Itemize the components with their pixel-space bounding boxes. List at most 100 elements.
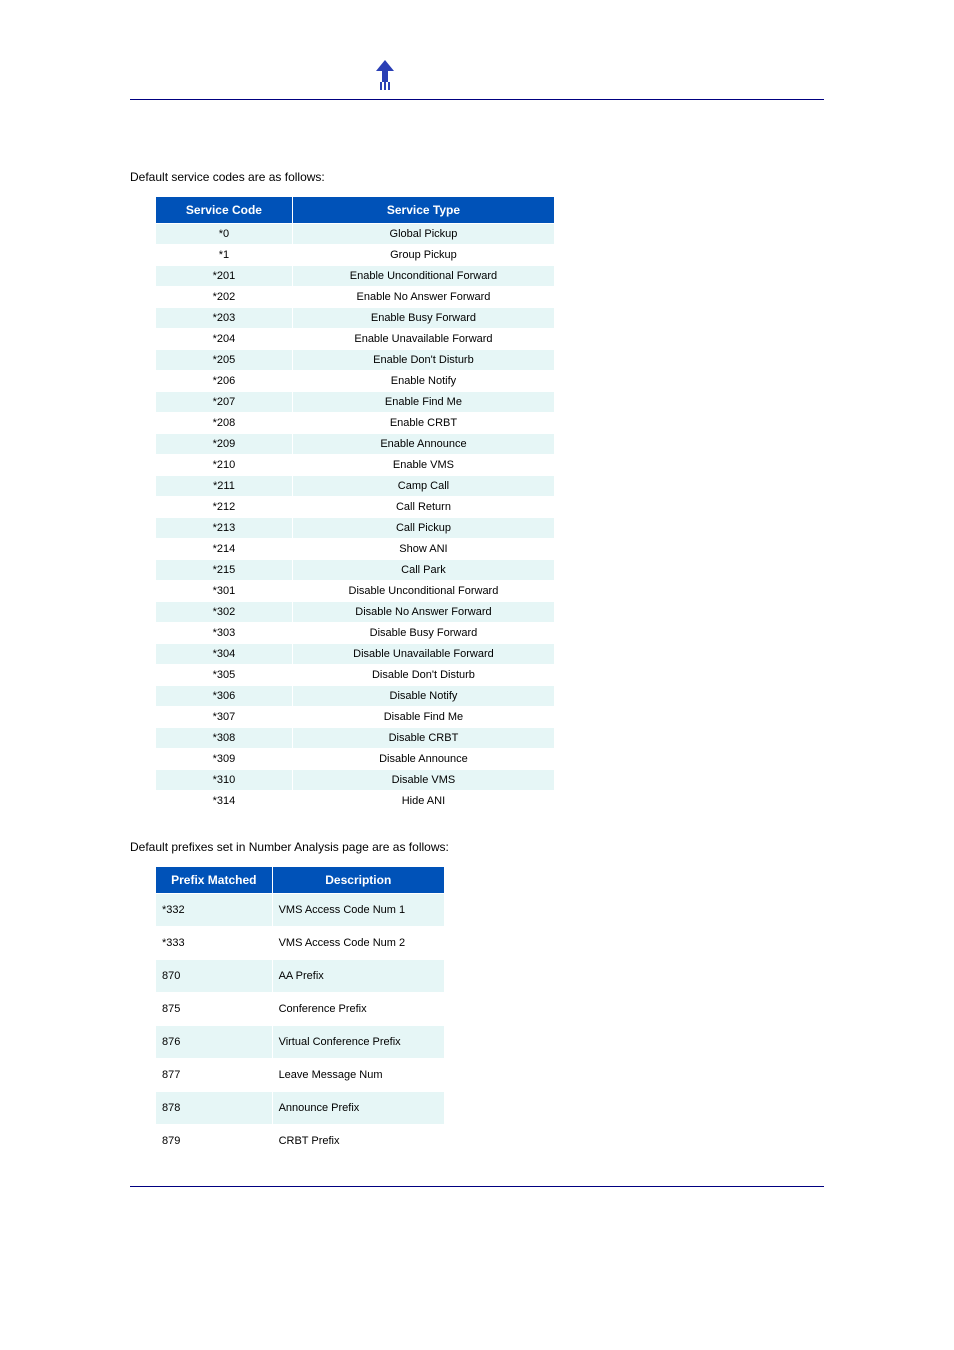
- cell-prefix: *333: [156, 927, 273, 960]
- cell-service-code: *203: [156, 308, 293, 329]
- cell-description: Leave Message Num: [272, 1059, 444, 1092]
- cell-service-type: Global Pickup: [292, 224, 554, 245]
- table-row: *304Disable Unavailable Forward: [156, 644, 555, 665]
- cell-service-code: *304: [156, 644, 293, 665]
- table-row: *205Enable Don't Disturb: [156, 350, 555, 371]
- cell-service-code: *0: [156, 224, 293, 245]
- table-row: *310Disable VMS: [156, 770, 555, 791]
- cell-service-code: *309: [156, 749, 293, 770]
- cell-service-type: Disable VMS: [292, 770, 554, 791]
- cell-service-code: *210: [156, 455, 293, 476]
- cell-prefix: 879: [156, 1125, 273, 1158]
- service-code-table: Service Code Service Type *0Global Picku…: [155, 196, 555, 812]
- cell-service-code: *201: [156, 266, 293, 287]
- table-row: 875Conference Prefix: [156, 993, 445, 1026]
- cell-prefix: 878: [156, 1092, 273, 1125]
- cell-service-code: *204: [156, 329, 293, 350]
- table-row: *201Enable Unconditional Forward: [156, 266, 555, 287]
- table-row: 870AA Prefix: [156, 960, 445, 993]
- cell-service-type: Enable No Answer Forward: [292, 287, 554, 308]
- table-row: *203Enable Busy Forward: [156, 308, 555, 329]
- table-row: *314Hide ANI: [156, 791, 555, 812]
- col-service-type: Service Type: [292, 197, 554, 224]
- cell-service-type: Enable Announce: [292, 434, 554, 455]
- col-service-code: Service Code: [156, 197, 293, 224]
- cell-service-code: *301: [156, 581, 293, 602]
- col-description: Description: [272, 867, 444, 894]
- table-row: *210Enable VMS: [156, 455, 555, 476]
- table-row: *333VMS Access Code Num 2: [156, 927, 445, 960]
- cell-service-code: *308: [156, 728, 293, 749]
- cell-service-type: Show ANI: [292, 539, 554, 560]
- cell-service-type: Enable Busy Forward: [292, 308, 554, 329]
- cell-service-code: *306: [156, 686, 293, 707]
- cell-description: VMS Access Code Num 1: [272, 894, 444, 927]
- cell-service-code: *213: [156, 518, 293, 539]
- table-row: *0Global Pickup: [156, 224, 555, 245]
- table-row: *307Disable Find Me: [156, 707, 555, 728]
- cell-prefix: 870: [156, 960, 273, 993]
- table-row: *1Group Pickup: [156, 245, 555, 266]
- cell-description: VMS Access Code Num 2: [272, 927, 444, 960]
- table-row: *209Enable Announce: [156, 434, 555, 455]
- cell-service-code: *314: [156, 791, 293, 812]
- cell-service-type: Enable VMS: [292, 455, 554, 476]
- cell-service-code: *307: [156, 707, 293, 728]
- cell-service-type: Disable No Answer Forward: [292, 602, 554, 623]
- cell-service-type: Disable Unavailable Forward: [292, 644, 554, 665]
- cell-description: AA Prefix: [272, 960, 444, 993]
- table-row: *332VMS Access Code Num 1: [156, 894, 445, 927]
- intro-text-2: Default prefixes set in Number Analysis …: [130, 840, 824, 854]
- cell-service-code: *305: [156, 665, 293, 686]
- cell-service-type: Disable Unconditional Forward: [292, 581, 554, 602]
- cell-service-type: Call Return: [292, 497, 554, 518]
- cell-service-type: Enable Unconditional Forward: [292, 266, 554, 287]
- table-row: *207Enable Find Me: [156, 392, 555, 413]
- cell-service-type: Camp Call: [292, 476, 554, 497]
- cell-service-code: *205: [156, 350, 293, 371]
- cell-service-code: *211: [156, 476, 293, 497]
- logo-icon: [370, 60, 400, 94]
- cell-service-code: *214: [156, 539, 293, 560]
- cell-service-type: Enable Don't Disturb: [292, 350, 554, 371]
- intro-text-1: Default service codes are as follows:: [130, 170, 824, 184]
- table-row: *208Enable CRBT: [156, 413, 555, 434]
- cell-service-type: Enable Notify: [292, 371, 554, 392]
- table-row: *302Disable No Answer Forward: [156, 602, 555, 623]
- table-row: *303Disable Busy Forward: [156, 623, 555, 644]
- table-row: *214Show ANI: [156, 539, 555, 560]
- cell-service-type: Enable CRBT: [292, 413, 554, 434]
- cell-service-type: Disable Notify: [292, 686, 554, 707]
- table-row: *202Enable No Answer Forward: [156, 287, 555, 308]
- cell-prefix: 876: [156, 1026, 273, 1059]
- cell-service-code: *202: [156, 287, 293, 308]
- table-row: *213Call Pickup: [156, 518, 555, 539]
- cell-service-type: Call Park: [292, 560, 554, 581]
- cell-prefix: 875: [156, 993, 273, 1026]
- table-row: 879CRBT Prefix: [156, 1125, 445, 1158]
- cell-service-code: *303: [156, 623, 293, 644]
- table-row: *206Enable Notify: [156, 371, 555, 392]
- table-row: *308Disable CRBT: [156, 728, 555, 749]
- cell-service-code: *212: [156, 497, 293, 518]
- cell-service-type: Enable Unavailable Forward: [292, 329, 554, 350]
- cell-description: Conference Prefix: [272, 993, 444, 1026]
- footer-rule: [130, 1186, 824, 1187]
- cell-service-code: *310: [156, 770, 293, 791]
- table-row: 876Virtual Conference Prefix: [156, 1026, 445, 1059]
- cell-service-type: Disable Announce: [292, 749, 554, 770]
- cell-service-type: Call Pickup: [292, 518, 554, 539]
- cell-description: CRBT Prefix: [272, 1125, 444, 1158]
- col-prefix-matched: Prefix Matched: [156, 867, 273, 894]
- cell-service-type: Hide ANI: [292, 791, 554, 812]
- table-row: *306Disable Notify: [156, 686, 555, 707]
- table-row: 877Leave Message Num: [156, 1059, 445, 1092]
- cell-prefix: *332: [156, 894, 273, 927]
- table-row: *305Disable Don't Disturb: [156, 665, 555, 686]
- cell-service-code: *207: [156, 392, 293, 413]
- cell-service-code: *206: [156, 371, 293, 392]
- table-row: *309Disable Announce: [156, 749, 555, 770]
- cell-service-code: *209: [156, 434, 293, 455]
- table-row: *301Disable Unconditional Forward: [156, 581, 555, 602]
- cell-description: Announce Prefix: [272, 1092, 444, 1125]
